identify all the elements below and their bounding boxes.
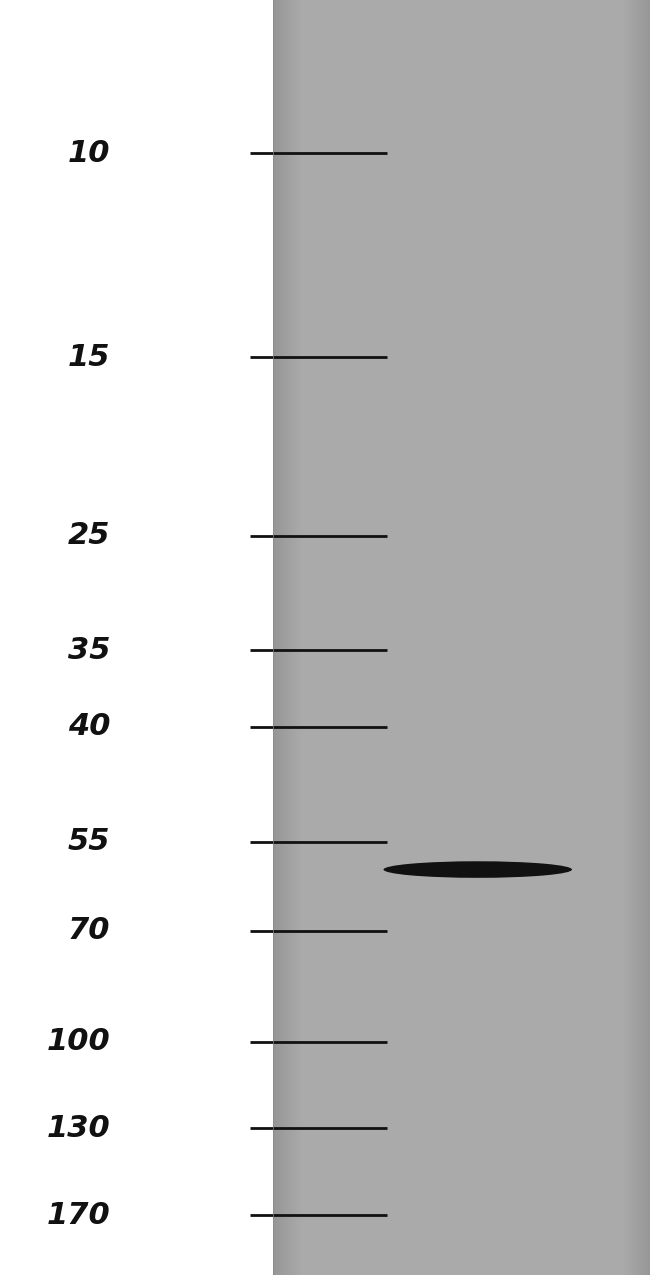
- Text: 35: 35: [68, 636, 110, 664]
- Ellipse shape: [384, 862, 572, 878]
- Text: 100: 100: [47, 1028, 110, 1056]
- Text: 130: 130: [47, 1114, 110, 1142]
- Text: 25: 25: [68, 521, 110, 550]
- Text: 55: 55: [68, 827, 110, 856]
- Text: 10: 10: [68, 139, 110, 167]
- Text: 70: 70: [68, 917, 110, 945]
- Text: 15: 15: [68, 343, 110, 371]
- Text: 40: 40: [68, 713, 110, 741]
- Text: 170: 170: [47, 1201, 110, 1229]
